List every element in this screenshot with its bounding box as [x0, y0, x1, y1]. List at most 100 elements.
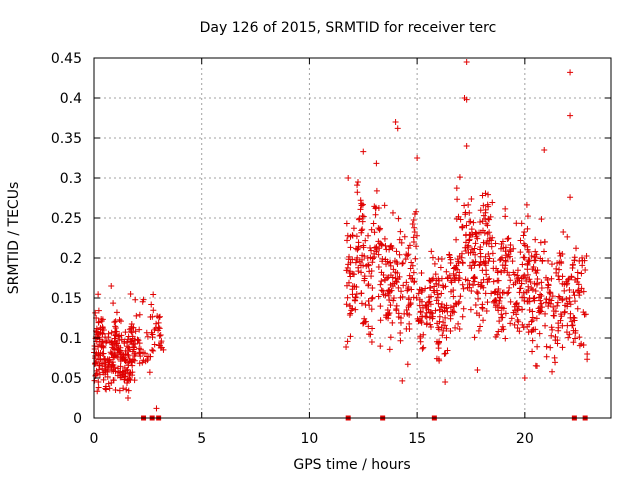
data-point: [514, 267, 521, 274]
data-point: [455, 277, 462, 284]
data-point: [405, 285, 412, 292]
data-point: [354, 182, 361, 189]
data-point: [448, 288, 455, 295]
data-point: [546, 289, 553, 296]
data-point: [574, 305, 581, 312]
data-point: [127, 338, 134, 345]
data-point: [410, 234, 417, 241]
data-point: [525, 283, 532, 290]
data-point: [559, 322, 566, 329]
data-point: [584, 350, 591, 357]
data-point: [466, 218, 473, 225]
data-point: [489, 234, 496, 241]
data-point: [506, 284, 513, 291]
data-point: [137, 353, 144, 360]
data-point: [538, 279, 545, 286]
data-point: [358, 269, 365, 276]
data-point: [381, 277, 388, 284]
data-point: [353, 284, 360, 290]
data-point: [560, 229, 567, 236]
data-point: [569, 262, 576, 269]
data-point: [110, 377, 117, 384]
data-point: [105, 330, 112, 337]
data-point: [508, 315, 515, 322]
data-point: [556, 294, 563, 301]
data-point: [415, 318, 422, 325]
data-point: [117, 358, 124, 365]
data-point: [360, 262, 367, 269]
data-point: [352, 294, 359, 301]
data-point: [121, 364, 128, 371]
data-point: [539, 304, 546, 311]
data-point: [344, 237, 351, 244]
data-point: [507, 248, 514, 255]
data-point: [476, 261, 483, 268]
data-point: [408, 286, 415, 293]
data-point: [160, 346, 167, 353]
data-point: [151, 326, 158, 333]
data-point: [449, 308, 456, 315]
data-point: [426, 284, 433, 291]
data-point: [375, 238, 382, 245]
data-point: [136, 326, 143, 333]
data-point: [412, 255, 419, 262]
data-point: [115, 346, 122, 353]
data-point: [480, 239, 487, 246]
data-point: [533, 281, 540, 288]
data-point: [127, 291, 134, 297]
data-point: [425, 294, 432, 301]
data-point: [578, 285, 585, 292]
data-point: [440, 327, 447, 334]
data-point: [437, 264, 444, 271]
data-point: [344, 338, 351, 345]
data-point: [443, 334, 450, 341]
data-point: [403, 307, 410, 314]
data-point: [396, 236, 403, 243]
data-point: [102, 371, 109, 378]
data-point: [514, 307, 521, 314]
data-point: [482, 253, 489, 260]
data-point: [394, 261, 401, 268]
data-point: [403, 325, 410, 332]
data-point: [419, 345, 426, 352]
data-point: [499, 323, 506, 330]
data-point: [136, 311, 143, 318]
data-point: [455, 213, 462, 220]
data-point: [504, 290, 511, 297]
data-point: [98, 338, 105, 345]
data-point: [422, 301, 429, 308]
data-point: [411, 211, 418, 218]
data-point: [376, 245, 383, 252]
data-point: [521, 375, 528, 381]
data-point: [452, 265, 459, 272]
data-point: [463, 59, 470, 65]
data-point: [112, 387, 119, 393]
data-point: [369, 259, 376, 266]
data-point: [113, 328, 120, 335]
data-point: [502, 244, 509, 251]
data-point: [516, 328, 523, 335]
data-point: [386, 296, 393, 303]
data-point: [548, 332, 555, 339]
x-tick-label: 20: [516, 431, 534, 447]
data-point: [387, 262, 394, 269]
data-point: [429, 315, 436, 322]
data-point: [345, 175, 352, 181]
data-point: [460, 285, 467, 292]
data-point: [369, 325, 376, 332]
data-point: [377, 281, 384, 288]
data-point: [126, 357, 133, 364]
data-point: [148, 301, 155, 308]
data-point: [109, 350, 116, 357]
data-point: [483, 308, 490, 315]
data-point: [92, 353, 99, 360]
data-point: [537, 291, 544, 298]
data-point: [361, 277, 368, 284]
data-point: [345, 279, 352, 286]
data-point: [123, 386, 130, 393]
data-point: [570, 289, 577, 296]
data-point: [536, 330, 543, 337]
data-point: [413, 232, 420, 239]
data-point: [420, 344, 427, 351]
data-point: [410, 216, 417, 223]
